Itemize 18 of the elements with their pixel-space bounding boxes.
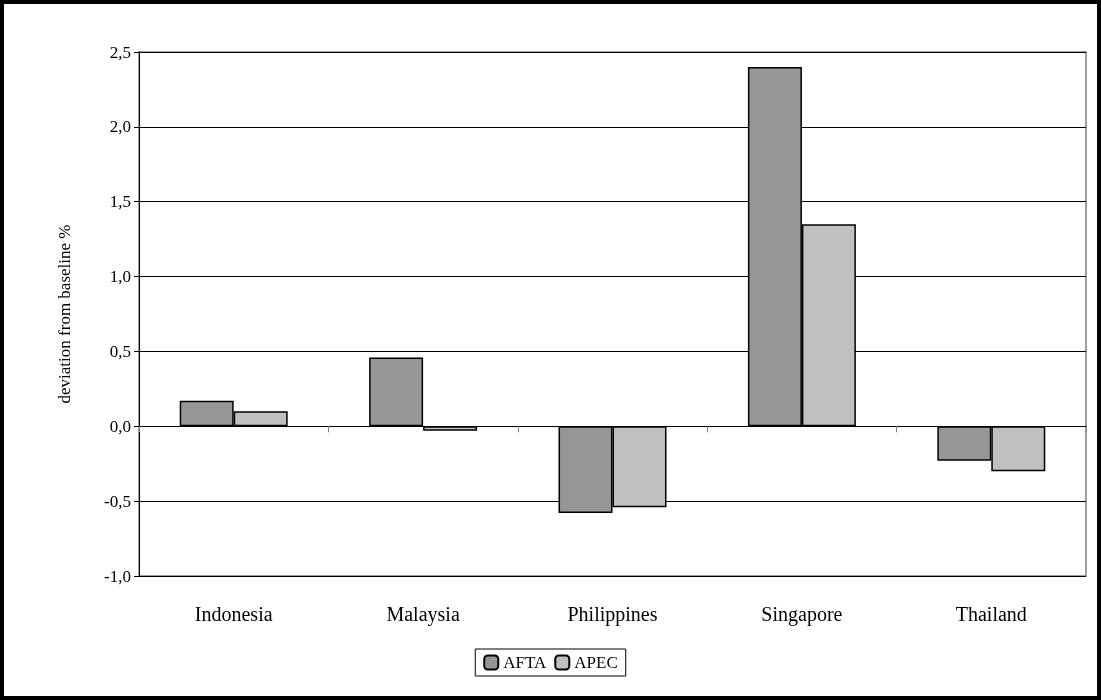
legend-label: APEC (574, 653, 618, 672)
y-tick-label: 1,5 (109, 192, 131, 212)
bar (423, 426, 478, 431)
y-tick-label: 0,0 (109, 416, 131, 436)
y-tick-label: 1,0 (109, 267, 131, 287)
y-tick-label: 0,5 (109, 341, 131, 361)
x-tick-label: Thailand (955, 603, 1027, 625)
x-tick-label: Indonesia (194, 603, 273, 625)
y-tick-label: 2,0 (109, 117, 131, 137)
y-axis-title: deviation from baseline % (55, 224, 74, 404)
y-tick-label: 2,5 (109, 42, 131, 62)
y-tick-label: -1,0 (104, 566, 131, 586)
x-tick-label: Singapore (761, 603, 843, 626)
legend-label: AFTA (503, 653, 548, 672)
x-tick-label: Malaysia (386, 603, 460, 626)
bar (369, 357, 424, 427)
x-tick-label: Philippines (567, 603, 658, 626)
y-tick-label: -0,5 (104, 491, 131, 511)
